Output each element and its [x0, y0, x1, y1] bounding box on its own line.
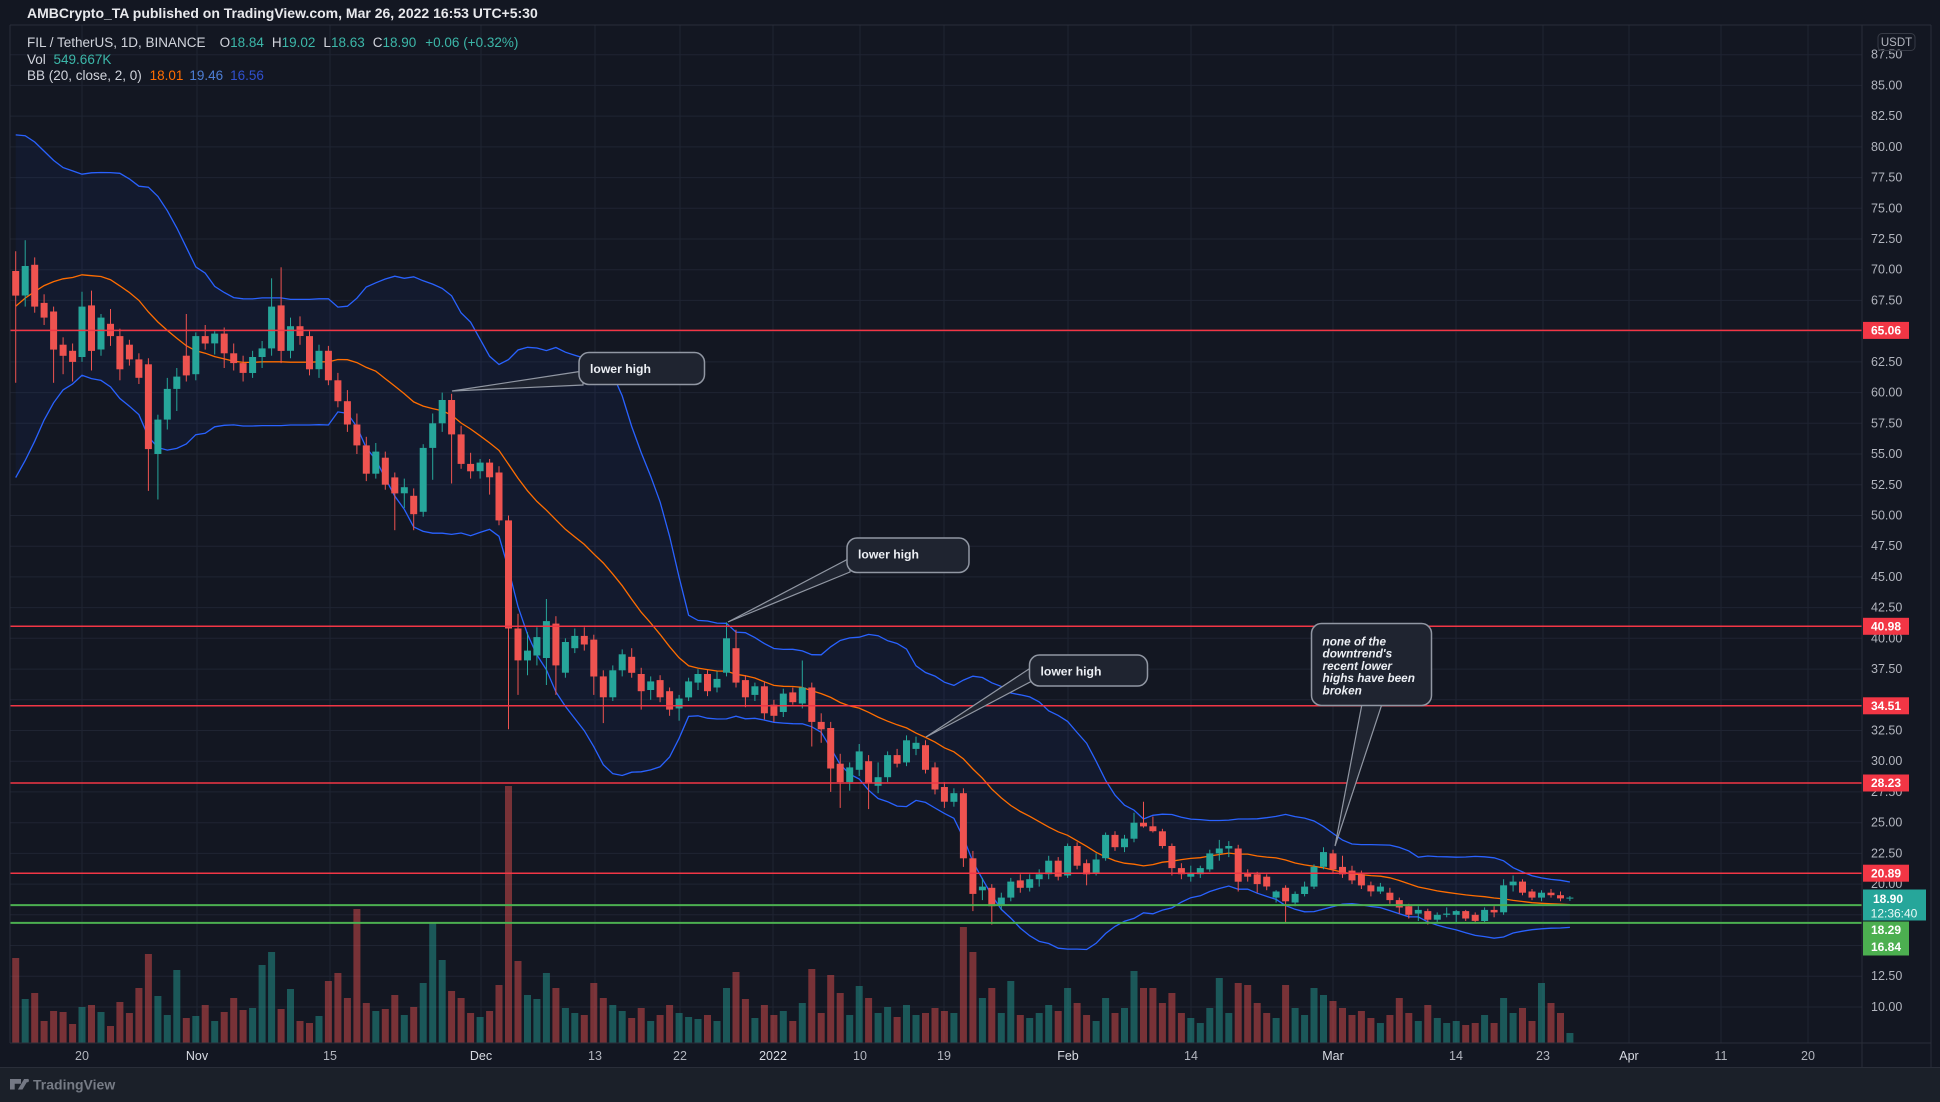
svg-text:14: 14	[1184, 1049, 1198, 1063]
svg-text:70.00: 70.00	[1871, 263, 1902, 277]
svg-text:82.50: 82.50	[1871, 109, 1902, 123]
svg-text:57.50: 57.50	[1871, 416, 1902, 430]
svg-text:80.00: 80.00	[1871, 140, 1902, 154]
svg-text:65.06: 65.06	[1871, 324, 1901, 338]
svg-text:60.00: 60.00	[1871, 386, 1902, 400]
svg-text:28.23: 28.23	[1871, 776, 1901, 790]
svg-text:18.29: 18.29	[1871, 923, 1901, 937]
svg-text:AMBCrypto_TA published on Trad: AMBCrypto_TA published on TradingView.co…	[27, 5, 538, 21]
svg-text:Dec: Dec	[470, 1049, 492, 1063]
svg-text:18.90: 18.90	[1873, 892, 1903, 906]
svg-text:25.00: 25.00	[1871, 816, 1902, 830]
svg-text:20.89: 20.89	[1871, 866, 1901, 880]
svg-text:highs have been: highs have been	[1323, 671, 1415, 685]
svg-text:Apr: Apr	[1619, 1049, 1638, 1063]
svg-text:62.50: 62.50	[1871, 355, 1902, 369]
svg-text:13: 13	[588, 1049, 602, 1063]
svg-text:14: 14	[1449, 1049, 1463, 1063]
svg-text:77.50: 77.50	[1871, 171, 1902, 185]
svg-text:34.51: 34.51	[1871, 699, 1901, 713]
svg-text:52.50: 52.50	[1871, 478, 1902, 492]
svg-text:55.00: 55.00	[1871, 447, 1902, 461]
svg-text:75.00: 75.00	[1871, 201, 1902, 215]
svg-text:85.00: 85.00	[1871, 78, 1902, 92]
svg-text:lower high: lower high	[1041, 665, 1102, 679]
svg-text:37.50: 37.50	[1871, 662, 1902, 676]
svg-text:23: 23	[1536, 1049, 1550, 1063]
svg-text:67.50: 67.50	[1871, 293, 1902, 307]
svg-text:10: 10	[853, 1049, 867, 1063]
svg-text:72.50: 72.50	[1871, 232, 1902, 246]
svg-text:USDT: USDT	[1881, 37, 1912, 49]
svg-text:87.50: 87.50	[1871, 48, 1902, 62]
svg-text:22.50: 22.50	[1871, 846, 1902, 860]
svg-text:32.50: 32.50	[1871, 724, 1902, 738]
svg-text:40.98: 40.98	[1871, 620, 1901, 634]
svg-text:lower high: lower high	[858, 548, 919, 562]
svg-text:10.00: 10.00	[1871, 1000, 1902, 1014]
svg-text:15: 15	[323, 1049, 337, 1063]
svg-text:19: 19	[937, 1049, 951, 1063]
svg-text:20: 20	[75, 1049, 89, 1063]
svg-text:50.00: 50.00	[1871, 509, 1902, 523]
svg-text:22: 22	[673, 1049, 687, 1063]
svg-text:11: 11	[1715, 1049, 1728, 1063]
svg-text:TradingView: TradingView	[33, 1077, 115, 1093]
svg-text:none of the: none of the	[1323, 635, 1387, 649]
svg-text:Nov: Nov	[186, 1049, 209, 1063]
svg-text:broken: broken	[1323, 683, 1362, 697]
svg-text:16.84: 16.84	[1871, 940, 1901, 954]
svg-text:20: 20	[1801, 1049, 1815, 1063]
svg-text:45.00: 45.00	[1871, 570, 1902, 584]
svg-text:30.00: 30.00	[1871, 754, 1902, 768]
svg-text:12:36:40: 12:36:40	[1871, 907, 1918, 921]
svg-text:2022: 2022	[759, 1049, 787, 1063]
svg-text:lower high: lower high	[590, 362, 651, 376]
svg-text:Feb: Feb	[1057, 1049, 1079, 1063]
svg-text:12.50: 12.50	[1871, 969, 1902, 983]
svg-text:42.50: 42.50	[1871, 601, 1902, 615]
svg-text:downtrend's: downtrend's	[1323, 647, 1393, 661]
svg-text:Mar: Mar	[1322, 1049, 1344, 1063]
svg-text:recent lower: recent lower	[1323, 659, 1394, 673]
svg-text:47.50: 47.50	[1871, 539, 1902, 553]
svg-text:Vol 549.667K: Vol 549.667K	[27, 52, 111, 67]
